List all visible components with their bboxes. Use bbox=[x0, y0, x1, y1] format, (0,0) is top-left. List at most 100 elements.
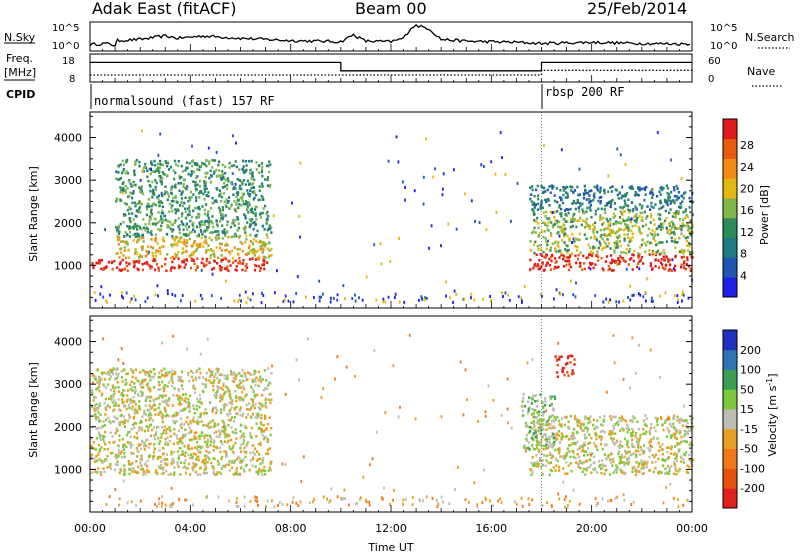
echo-cell bbox=[194, 299, 197, 303]
echo-cell bbox=[105, 386, 108, 389]
echo-cell bbox=[659, 193, 662, 196]
echo-cell bbox=[453, 289, 456, 293]
echo-cell bbox=[562, 193, 565, 197]
echo-cell bbox=[235, 265, 238, 268]
echo-cell bbox=[195, 244, 198, 248]
echo-cell bbox=[682, 234, 685, 238]
echo-cell bbox=[675, 452, 678, 456]
echo-cell bbox=[650, 299, 653, 303]
echo-cell bbox=[640, 467, 643, 470]
echo-cell bbox=[198, 445, 201, 448]
echo-cell bbox=[252, 292, 254, 296]
echo-cell bbox=[611, 429, 614, 433]
echo-cell bbox=[201, 445, 204, 449]
echo-cell bbox=[172, 199, 175, 203]
echo-cell bbox=[119, 261, 122, 264]
echo-cell bbox=[235, 195, 238, 199]
echo-cell bbox=[541, 419, 544, 423]
echo-cell bbox=[108, 420, 111, 423]
echo-cell bbox=[202, 245, 205, 248]
echo-cell bbox=[244, 375, 247, 378]
echo-cell bbox=[612, 334, 615, 337]
echo-cell bbox=[222, 175, 225, 179]
echo-cell bbox=[266, 438, 269, 441]
echo-cell bbox=[185, 222, 188, 226]
echo-cell bbox=[128, 462, 131, 466]
echo-cell bbox=[187, 398, 190, 401]
echo-cell bbox=[332, 296, 335, 300]
echo-cell bbox=[552, 443, 556, 446]
echo-cell bbox=[181, 450, 184, 453]
echo-cell bbox=[214, 406, 217, 410]
echo-cell bbox=[220, 472, 223, 476]
echo-cell bbox=[127, 403, 130, 407]
echo-cell bbox=[268, 227, 271, 230]
echo-cell bbox=[161, 221, 164, 224]
echo-cell bbox=[262, 248, 265, 252]
echo-cell bbox=[684, 432, 687, 436]
echo-cell bbox=[157, 197, 160, 201]
echo-cell bbox=[143, 448, 146, 451]
echo-cell bbox=[637, 225, 640, 229]
echo-cell bbox=[361, 298, 364, 302]
echo-cell bbox=[224, 230, 227, 233]
echo-cell bbox=[682, 192, 686, 195]
echo-cell bbox=[583, 433, 586, 437]
echo-cell bbox=[138, 164, 141, 168]
echo-cell bbox=[547, 221, 550, 224]
echo-cell bbox=[544, 237, 547, 240]
echo-cell bbox=[169, 256, 173, 260]
echo-cell bbox=[566, 259, 569, 263]
echo-cell bbox=[521, 400, 524, 403]
echo-cell bbox=[530, 473, 533, 477]
echo-cell bbox=[125, 170, 128, 173]
echo-cell bbox=[263, 243, 266, 246]
echo-cell bbox=[666, 191, 669, 195]
echo-cell bbox=[542, 418, 545, 421]
echo-cell bbox=[542, 211, 545, 214]
echo-cell bbox=[572, 372, 575, 375]
echo-cell bbox=[162, 452, 165, 456]
echo-cell bbox=[143, 412, 146, 416]
echo-cell bbox=[107, 260, 110, 264]
echo-cell bbox=[548, 185, 551, 188]
echo-cell bbox=[583, 262, 586, 265]
echo-cell bbox=[130, 451, 133, 455]
echo-cell bbox=[482, 297, 484, 301]
echo-cell bbox=[413, 189, 416, 193]
echo-cell bbox=[146, 459, 149, 463]
echo-cell bbox=[223, 228, 226, 231]
echo-cell bbox=[404, 185, 406, 189]
echo-cell bbox=[393, 296, 396, 299]
echo-cell bbox=[534, 409, 537, 412]
echo-cell bbox=[154, 217, 157, 221]
echo-cell bbox=[542, 428, 545, 431]
echo-cell bbox=[651, 188, 654, 191]
echo-cell bbox=[659, 241, 662, 244]
echo-cell bbox=[90, 437, 93, 440]
echo-cell bbox=[251, 404, 254, 408]
echo-cell bbox=[103, 401, 106, 405]
echo-cell bbox=[537, 264, 540, 268]
echo-cell bbox=[642, 472, 646, 475]
echo-cell bbox=[246, 179, 249, 183]
echo-cell bbox=[173, 257, 176, 260]
echo-cell bbox=[260, 162, 264, 165]
echo-cell bbox=[681, 419, 684, 423]
echo-cell bbox=[557, 430, 560, 433]
echo-cell bbox=[648, 455, 651, 459]
echo-cell bbox=[530, 421, 533, 425]
echo-cell bbox=[266, 448, 269, 452]
echo-cell bbox=[259, 375, 262, 378]
echo-cell bbox=[126, 225, 129, 228]
echo-cell bbox=[214, 446, 217, 449]
echo-cell bbox=[171, 209, 174, 213]
echo-cell bbox=[222, 192, 226, 195]
echo-cell bbox=[616, 243, 619, 246]
echo-cell bbox=[660, 416, 663, 419]
echo-cell bbox=[170, 376, 173, 379]
echo-cell bbox=[561, 226, 564, 230]
echo-cell bbox=[146, 296, 149, 300]
echo-cell bbox=[161, 380, 164, 384]
echo-cell bbox=[648, 441, 651, 444]
